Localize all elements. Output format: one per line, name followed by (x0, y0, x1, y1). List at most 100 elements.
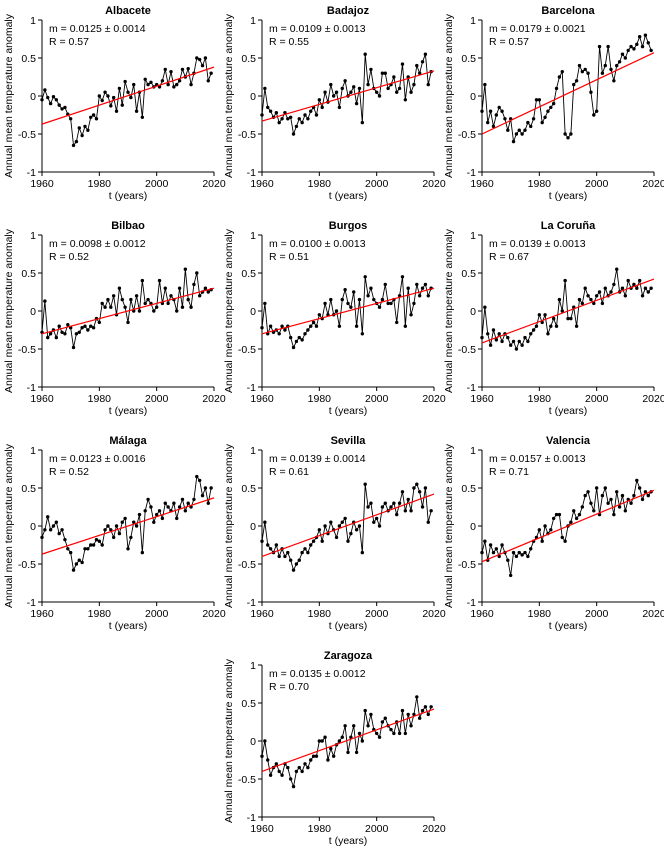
panel-title: Málaga (109, 435, 147, 447)
data-point (577, 512, 582, 517)
data-point (426, 82, 430, 87)
x-tick-label: 2020 (422, 823, 446, 835)
data-point (586, 294, 590, 298)
correlation-annotation: R = 0.52 (49, 466, 89, 478)
data-point (109, 305, 113, 309)
data-point (126, 547, 130, 551)
data-point (60, 330, 64, 334)
data-point (103, 528, 107, 532)
y-tick-label: -1 (467, 382, 476, 394)
data-point (349, 531, 353, 536)
data-point (297, 335, 301, 340)
data-point (600, 71, 605, 75)
data-point (152, 309, 156, 313)
data-point (288, 558, 293, 562)
trend-line (481, 489, 655, 563)
data-point (77, 330, 81, 334)
data-point (483, 305, 487, 309)
data-point (100, 98, 104, 103)
data-point (369, 501, 373, 505)
data-point (392, 75, 396, 79)
data-point (288, 777, 293, 781)
slope-annotation: m = 0.0100 ± 0.0013 (269, 238, 366, 250)
data-point (203, 56, 208, 60)
x-tick-label: 1960 (30, 393, 54, 405)
y-tick-label: 1 (250, 230, 256, 242)
data-point (111, 95, 116, 100)
data-point (546, 109, 550, 113)
data-point (412, 301, 416, 306)
data-point (166, 505, 170, 509)
data-point (383, 282, 387, 287)
data-point (300, 769, 304, 774)
y-tick-label: 1 (250, 660, 256, 672)
data-point (317, 528, 322, 532)
data-point (637, 486, 642, 490)
trend-line (261, 287, 435, 335)
y-tick-label: -1 (467, 167, 476, 179)
data-point (323, 735, 327, 739)
data-point (397, 501, 402, 505)
data-point (89, 115, 93, 119)
slope-annotation: m = 0.0125 ± 0.0014 (49, 23, 146, 35)
y-tick-label: 0 (30, 521, 36, 533)
data-point (400, 62, 405, 66)
panel-title: Burgos (329, 220, 368, 232)
data-point (483, 82, 487, 87)
data-point (577, 297, 582, 302)
data-point (506, 128, 510, 132)
data-point (166, 82, 170, 87)
data-point (120, 297, 124, 302)
data-point (63, 105, 67, 110)
x-tick-label: 1960 (250, 178, 274, 190)
data-point (337, 324, 342, 328)
data-point (406, 712, 410, 717)
data-point (277, 769, 281, 774)
x-axis-label: t (years) (549, 405, 588, 417)
x-tick-label: 1960 (470, 393, 494, 405)
panel-title: Badajoz (327, 5, 370, 17)
x-tick-label: 2000 (145, 393, 169, 405)
data-point (266, 105, 270, 110)
y-tick-label: -1 (27, 167, 36, 179)
data-point (643, 490, 648, 494)
data-point (366, 505, 370, 509)
data-point (157, 509, 162, 513)
data-point (263, 520, 267, 524)
data-point (557, 75, 562, 79)
data-point (554, 86, 559, 91)
data-point (632, 282, 636, 287)
x-tick-label: 1980 (88, 393, 112, 405)
data-point (83, 124, 87, 129)
data-point (637, 278, 642, 283)
data-point (646, 493, 650, 498)
data-point (297, 558, 301, 562)
data-point (306, 328, 310, 332)
data-point (426, 294, 430, 298)
data-point (366, 82, 370, 87)
x-axis-label: t (years) (549, 190, 588, 202)
data-point (623, 509, 628, 513)
data-point (543, 524, 547, 528)
data-point (357, 86, 362, 91)
data-point (80, 326, 84, 330)
data-point (317, 313, 322, 317)
data-point (617, 60, 622, 64)
data-point (643, 286, 648, 290)
data-point (294, 562, 299, 566)
data-point (337, 524, 342, 528)
data-point (417, 490, 422, 494)
data-point (649, 48, 653, 53)
data-point (54, 335, 59, 340)
y-tick-label: 0.5 (461, 483, 476, 495)
data-point (488, 343, 493, 347)
data-point (46, 515, 50, 519)
data-point (377, 524, 382, 528)
data-point (277, 120, 281, 125)
data-point (646, 41, 650, 45)
data-point (386, 86, 390, 91)
data-point (426, 520, 430, 524)
data-point (260, 754, 264, 758)
